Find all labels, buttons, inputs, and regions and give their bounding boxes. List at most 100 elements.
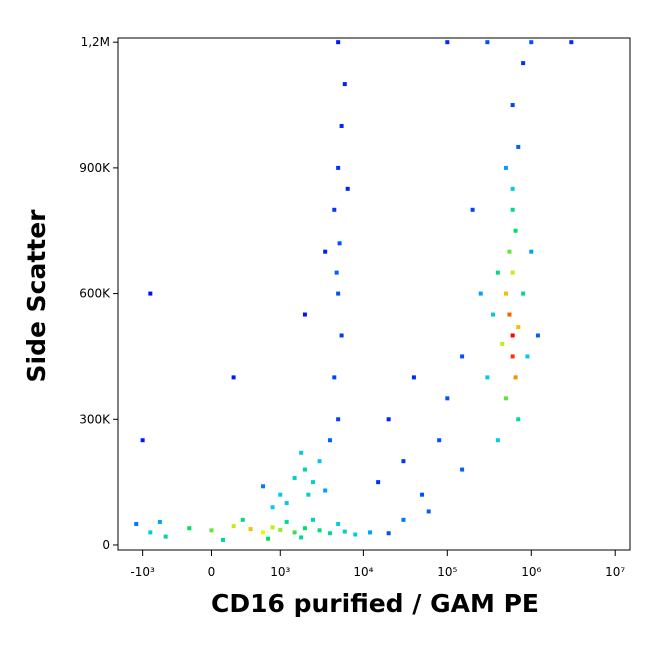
event-dot [306, 492, 311, 497]
event-dot [445, 40, 450, 45]
y-tick-label: 300K [79, 412, 111, 426]
event-dot [525, 354, 530, 359]
event-dot [328, 438, 333, 443]
event-dot [336, 165, 341, 170]
event-dot [134, 522, 139, 527]
event-dot [336, 40, 341, 45]
event-dot [376, 480, 381, 485]
y-tick-label: 900K [79, 161, 111, 175]
event-dot [302, 312, 307, 317]
event-dot [516, 417, 521, 422]
event-dot [339, 123, 344, 128]
event-dot [148, 530, 153, 535]
x-tick-label: 10⁵ [437, 565, 457, 579]
event-dot [437, 438, 442, 443]
event-dot [270, 505, 275, 510]
event-dot [209, 528, 214, 533]
event-dot [157, 519, 162, 524]
event-dot [248, 527, 253, 532]
event-dot [503, 291, 508, 296]
x-tick-label: 0 [208, 565, 216, 579]
event-dot [411, 375, 416, 380]
event-dot [470, 207, 475, 212]
event-dot [507, 249, 512, 254]
event-dot [401, 459, 406, 464]
event-dot [299, 535, 304, 540]
event-dot [342, 529, 347, 534]
event-dot [495, 438, 500, 443]
event-dot [163, 534, 168, 539]
event-dot [513, 228, 518, 233]
event-dot [336, 417, 341, 422]
event-dot [278, 492, 283, 497]
event-dot [284, 501, 289, 506]
x-tick-label: 10³ [270, 565, 290, 579]
event-dot [292, 530, 297, 535]
plot-frame [117, 37, 631, 551]
event-dot [336, 291, 341, 296]
y-tick-label: 600K [79, 287, 111, 301]
event-dot [478, 291, 483, 296]
event-dot [521, 61, 526, 66]
event-dot [323, 488, 328, 493]
y-tick-label: 0 [102, 538, 110, 552]
event-dot [510, 333, 515, 338]
x-axis-title: CD16 purified / GAM PE [211, 589, 539, 618]
event-dot [345, 186, 350, 191]
event-dot [503, 165, 508, 170]
event-dot [510, 207, 515, 212]
y-axis-title: Side Scatter [22, 209, 51, 383]
event-dot [495, 270, 500, 275]
event-dot [323, 249, 328, 254]
event-dot [510, 103, 515, 108]
event-dot [342, 82, 347, 87]
event-dot [292, 475, 297, 480]
event-dot [460, 467, 465, 472]
event-dot [500, 341, 505, 346]
event-dot [337, 241, 342, 246]
event-dot [516, 325, 521, 330]
event-dot [261, 484, 266, 489]
event-dot [332, 375, 337, 380]
event-dot [140, 438, 145, 443]
event-dot [513, 375, 518, 380]
event-dot [299, 450, 304, 455]
event-dot [261, 530, 266, 535]
event-dot [334, 270, 339, 275]
event-dot [401, 517, 406, 522]
event-dot [187, 526, 192, 531]
event-dot [516, 144, 521, 149]
event-dot [535, 333, 540, 338]
event-dot [529, 40, 534, 45]
event-dot [336, 522, 341, 527]
x-tick-label: 10⁷ [605, 565, 625, 579]
event-dot [368, 530, 373, 535]
event-dot [240, 517, 245, 522]
event-dot [420, 492, 425, 497]
event-dot [266, 536, 271, 541]
event-dot [231, 375, 236, 380]
event-dot [445, 396, 450, 401]
event-dot [278, 527, 283, 532]
event-dot [270, 525, 275, 530]
event-dot [353, 532, 358, 537]
event-dot [317, 459, 322, 464]
event-dot [339, 333, 344, 338]
event-dot [485, 40, 490, 45]
event-dot [284, 519, 289, 524]
y-tick-label: 1,2M [81, 35, 110, 49]
x-tick-label: -10³ [130, 565, 155, 579]
event-dot [507, 312, 512, 317]
event-dot [521, 291, 526, 296]
x-tick-label: 10⁶ [521, 565, 541, 579]
event-dot [503, 396, 508, 401]
event-dot [328, 531, 333, 536]
event-dot [386, 531, 391, 536]
event-dot [510, 354, 515, 359]
event-dot [386, 417, 391, 422]
event-dot [510, 270, 515, 275]
event-dot [221, 537, 226, 542]
event-dot [569, 40, 574, 45]
event-dot [302, 467, 307, 472]
